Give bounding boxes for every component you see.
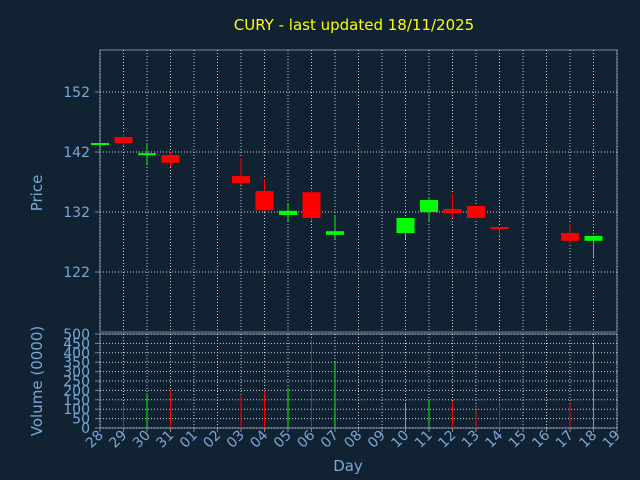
candle-body xyxy=(91,143,109,145)
volume-tick-label: 500 xyxy=(63,327,90,343)
candle-body xyxy=(255,191,274,211)
x-tick-label: 10 xyxy=(388,428,412,452)
x-tick-label: 06 xyxy=(294,427,318,451)
volume-tick-label: 200 xyxy=(63,383,90,399)
candle-body xyxy=(490,227,509,229)
candle-body xyxy=(114,137,133,143)
candle-body xyxy=(443,209,462,214)
candle-body xyxy=(467,206,485,218)
x-tick-label: 12 xyxy=(435,428,459,452)
volume-tick-label: 0 xyxy=(81,421,90,437)
x-tick-label: 15 xyxy=(506,428,530,452)
volume-tick-label: 50 xyxy=(72,412,90,428)
x-tick-label: 18 xyxy=(576,428,600,452)
volume-axis-label: Volume (0000) xyxy=(28,326,46,436)
candle-body xyxy=(138,153,156,156)
x-tick-label: 02 xyxy=(200,428,224,452)
x-tick-label: 01 xyxy=(177,428,201,452)
x-tick-label: 31 xyxy=(153,428,177,452)
volume-tick-label: 150 xyxy=(63,393,90,409)
price-tick-label: 142 xyxy=(63,145,90,161)
x-tick-label: 30 xyxy=(130,428,154,452)
volume-tick-label: 100 xyxy=(63,402,90,418)
price-panel: 122 132 142 152 xyxy=(63,49,618,333)
candle-body xyxy=(396,218,415,233)
volume-tick-label: 400 xyxy=(63,346,90,362)
x-tick-label: 17 xyxy=(553,428,577,452)
candle-body xyxy=(584,236,603,241)
candle-body xyxy=(561,233,579,241)
chart-title: CURY - last updated 18/11/2025 xyxy=(234,16,474,34)
price-tick-label: 152 xyxy=(63,85,90,101)
candle-body xyxy=(326,231,344,235)
price-tick-label: 122 xyxy=(63,265,90,281)
x-tick-label: 09 xyxy=(365,428,389,452)
x-tick-label: 04 xyxy=(247,427,271,451)
x-tick-label: 19 xyxy=(600,428,624,452)
x-tick-label: 07 xyxy=(318,428,342,452)
candle-body xyxy=(420,200,438,212)
volume-tick-label: 250 xyxy=(63,374,90,390)
volume-tick-label: 300 xyxy=(63,365,90,381)
price-tick-label: 132 xyxy=(63,205,90,221)
x-tick-label: 11 xyxy=(412,428,436,452)
x-tick-label: 05 xyxy=(271,428,295,452)
volume-tick-label: 450 xyxy=(63,336,90,352)
day-axis-label: Day xyxy=(333,457,363,475)
price-axis-label: Price xyxy=(28,175,46,212)
x-tick-label: 14 xyxy=(482,427,506,451)
candle-body xyxy=(279,210,297,215)
candle-body xyxy=(161,155,180,163)
candle-body xyxy=(302,192,321,218)
x-tick-label: 13 xyxy=(459,428,483,452)
x-tick-label: 03 xyxy=(224,428,248,452)
candle-body xyxy=(232,176,250,184)
x-tick-label: 16 xyxy=(529,427,553,451)
x-tick-label: 29 xyxy=(106,428,130,452)
volume-tick-label: 350 xyxy=(63,355,90,371)
x-tick-label: 08 xyxy=(341,428,365,452)
x-tick-labels: 28 29 30 31 01 02 03 04 05 06 07 08 09 10 11 12 13 14 15 16… xyxy=(83,427,624,451)
